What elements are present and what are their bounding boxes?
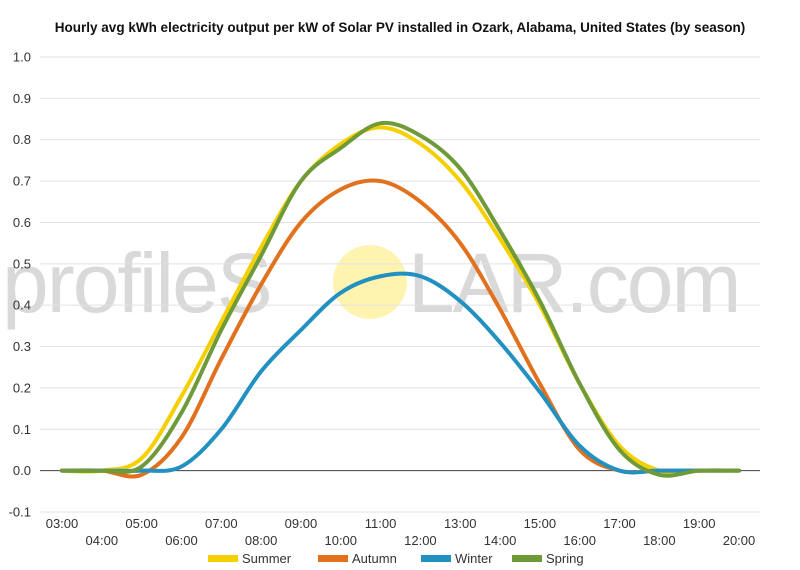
x-tick-label: 11:00: [365, 516, 397, 531]
legend-label: Spring: [546, 551, 584, 566]
series-line-winter: [60, 271, 741, 475]
legend-swatch: [208, 555, 238, 562]
chart-title: Hourly avg kWh electricity output per kW…: [55, 20, 745, 35]
series-line-summer: [60, 125, 741, 475]
x-tick-label: 19:00: [683, 516, 716, 531]
y-tick-label: -0.1: [9, 505, 31, 520]
legend-item-summer[interactable]: Summer: [208, 551, 292, 566]
legend-item-spring[interactable]: Spring: [512, 551, 584, 566]
y-tick-label: 0.6: [13, 215, 31, 230]
x-tick-label: 16:00: [563, 533, 596, 548]
x-tick-label: 13:00: [444, 516, 477, 531]
profilesolar-watermark: profileS LAR.com: [2, 236, 741, 330]
x-tick-label: 12:00: [404, 533, 437, 548]
x-tick-label: 09:00: [285, 516, 318, 531]
legend-label: Autumn: [352, 551, 397, 566]
x-tick-label: 20:00: [723, 533, 756, 548]
legend-swatch: [512, 555, 542, 562]
series-line-spring: [60, 120, 741, 478]
series-lines: [60, 120, 741, 479]
y-tick-label: 0.8: [13, 132, 31, 147]
legend-item-autumn[interactable]: Autumn: [318, 551, 397, 566]
y-tick-label: 0.2: [13, 380, 31, 395]
sun-logo-icon: [333, 245, 407, 319]
legend-swatch: [318, 555, 348, 562]
legend: Summer Autumn Winter Spring: [208, 551, 584, 566]
x-tick-label: 07:00: [205, 516, 238, 531]
legend-item-winter[interactable]: Winter: [421, 551, 493, 566]
x-tick-label: 15:00: [524, 516, 557, 531]
legend-label: Summer: [242, 551, 292, 566]
x-tick-label: 10:00: [324, 533, 357, 548]
y-axis-ticks: -0.1 0.0 0.1 0.2 0.3 0.4 0.5 0.6 0.7 0.8 0.9 1.0: [9, 50, 31, 520]
y-tick-label: 0.1: [13, 422, 31, 437]
legend-swatch: [421, 555, 451, 562]
x-tick-label: 04:00: [86, 533, 119, 548]
x-tick-label: 17:00: [603, 516, 636, 531]
x-tick-label: 05:00: [125, 516, 158, 531]
x-axis-ticks: 03:00 05:00 07:00 09:00 11:00 13:00 15:00 17:00…: [46, 516, 756, 548]
watermark-text-right: LAR.com: [408, 236, 739, 330]
y-tick-label: 0.9: [13, 91, 31, 106]
x-tick-label: 03:00: [46, 516, 79, 531]
y-tick-label: 0.4: [13, 298, 31, 313]
x-tick-label: 08:00: [245, 533, 278, 548]
y-tick-label: 0.5: [13, 256, 31, 271]
y-tick-label: 1.0: [13, 50, 31, 65]
y-tick-label: 0.0: [13, 463, 31, 478]
x-tick-label: 14:00: [484, 533, 517, 548]
x-tick-label: 18:00: [643, 533, 676, 548]
legend-label: Winter: [455, 551, 493, 566]
x-tick-label: 06:00: [165, 533, 198, 548]
y-tick-label: 0.3: [13, 339, 31, 354]
y-tick-label: 0.7: [13, 174, 31, 189]
